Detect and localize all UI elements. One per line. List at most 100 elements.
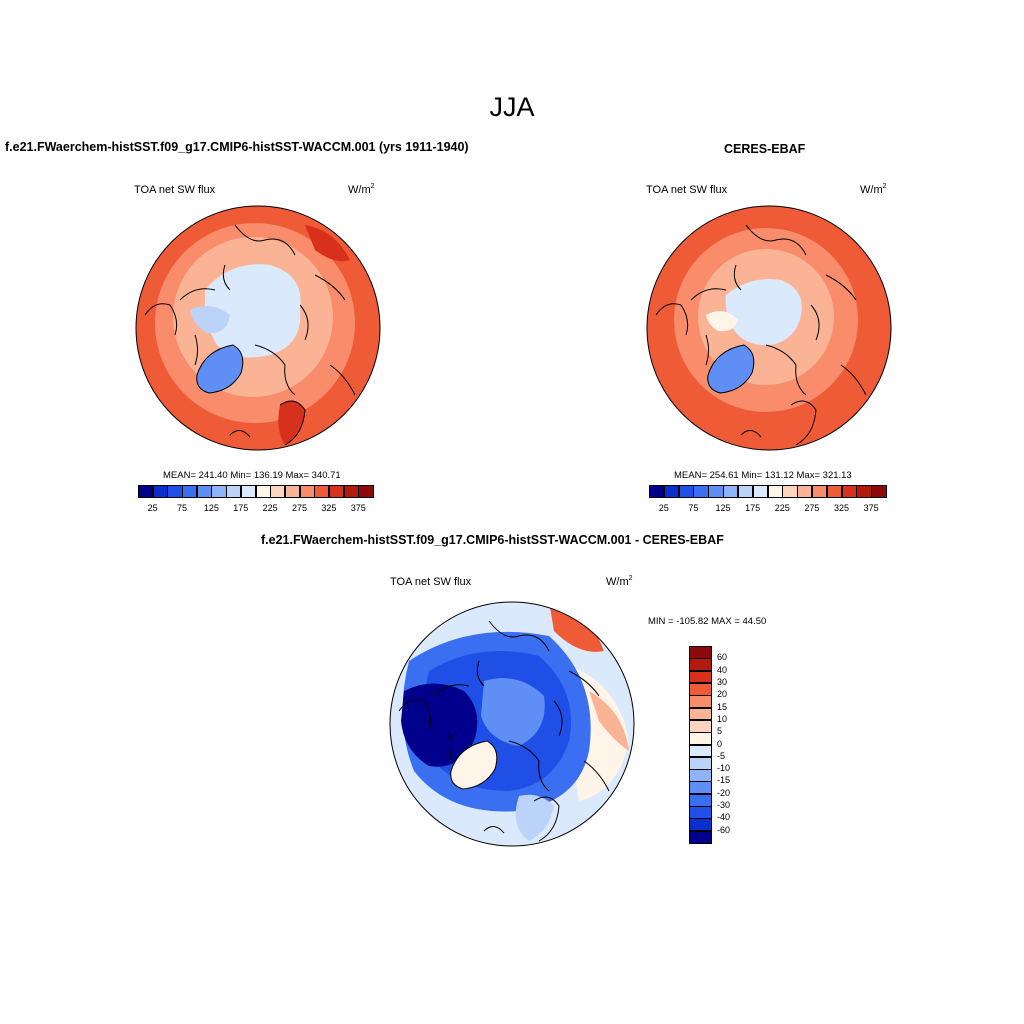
colorbar-tick-label: -60 [717, 824, 731, 835]
colorbar-cell [871, 485, 887, 498]
map-border [646, 205, 892, 451]
map-fill-canada-strong [401, 683, 478, 767]
map-fill-warm-east [589, 691, 629, 751]
colorbar-cell [689, 707, 712, 721]
colorbar-tick-label: 325 [834, 503, 850, 513]
colorbar-tick-label: -20 [717, 787, 731, 798]
colorbar-cell [167, 485, 183, 498]
colorbar-cell [663, 485, 680, 498]
panel-title-model: f.e21.FWaerchem-histSST.f09_g17.CMIP6-hi… [5, 140, 469, 154]
colorbar-cell [689, 781, 712, 795]
stats-diff: MIN = -105.82 MAX = 44.50 [648, 616, 767, 627]
colorbar-tick-label: 0 [717, 738, 723, 749]
colorbar-tick-label: -30 [717, 800, 731, 811]
colorbar-obs [649, 485, 887, 498]
colorbar-cell [782, 485, 798, 498]
colorbar-cell [841, 485, 857, 498]
colorbar-cell [226, 485, 242, 498]
colorbar-cell [797, 485, 813, 498]
main-title: JJA [489, 92, 535, 122]
colorbar-tick-label: 40 [717, 664, 728, 675]
colorbar-tick-label: -5 [717, 750, 726, 761]
colorbar-cell [689, 744, 712, 758]
map-border [389, 601, 635, 847]
colorbar-cell [284, 485, 301, 498]
colorbar-cell [689, 646, 712, 659]
map-fill-pacific-high [305, 225, 350, 262]
colorbar-cell [811, 485, 828, 498]
colorbar-tick-label: -15 [717, 775, 731, 786]
colorbar-tick-label: 25 [658, 503, 669, 513]
colorbar-cell [689, 830, 712, 844]
map-fill-central-arctic [481, 678, 545, 746]
colorbar-tick-label: -10 [717, 763, 731, 774]
colorbar-tick-label: 75 [688, 503, 699, 513]
colorbar-tick-label: 15 [717, 701, 728, 712]
colorbar-cell [708, 485, 724, 498]
colorbar-cell [856, 485, 872, 498]
colorbar-cell [689, 806, 712, 819]
colorbar-ticks-diff: 60 40 30 20 15 10 5 0 -5 -10 -15 -20 -30 -40 -60 [717, 646, 757, 843]
map-fill-arctic [725, 279, 802, 346]
polar-map-model [135, 205, 381, 451]
map-fill-archipelago [190, 306, 230, 334]
colorbar-ticks-model: 25 75 125 175 225 275 325 375 [138, 503, 373, 515]
colorbar-cell [152, 485, 168, 498]
units-label-model: W/m2 [348, 183, 375, 196]
colorbar-cell [343, 485, 359, 498]
colorbar-tick-label: -40 [717, 812, 731, 823]
colorbar-cell [328, 485, 345, 498]
colorbar-tick-label: 225 [774, 503, 790, 513]
colorbar-cell [737, 485, 754, 498]
colorbar-tick-label: 125 [715, 503, 731, 513]
colorbar-ticks-obs: 25 75 125 175 225 275 325 375 [649, 503, 886, 515]
colorbar-model [138, 485, 374, 498]
map-fill-arctic [204, 264, 301, 358]
colorbar-cell [689, 695, 712, 709]
polar-map-obs [646, 205, 892, 451]
colorbar-tick-label: 5 [717, 726, 723, 737]
colorbar-cell [678, 485, 694, 498]
colorbar-cell [693, 485, 709, 498]
colorbar-tick-label: 275 [292, 503, 308, 513]
variable-label-diff: TOA net SW flux [390, 576, 472, 588]
coastlines [144, 224, 356, 446]
colorbar-cell [649, 485, 665, 498]
colorbar-cell [314, 485, 330, 498]
units-label-obs: W/m2 [860, 183, 887, 196]
colorbar-tick-label: 325 [321, 503, 337, 513]
colorbar-cell [211, 485, 227, 498]
colorbar-tick-label: 175 [745, 503, 761, 513]
colorbar-tick-label: 10 [717, 713, 728, 724]
colorbar-cell [689, 719, 712, 733]
colorbar-cell [255, 485, 271, 498]
panel-title-diff: f.e21.FWaerchem-histSST.f09_g17.CMIP6-hi… [261, 533, 724, 547]
map-fill-europe-high [278, 401, 305, 445]
colorbar-tick-label: 20 [717, 689, 728, 700]
colorbar-tick-label: 225 [262, 503, 278, 513]
colorbar-tick-label: 275 [804, 503, 820, 513]
colorbar-tick-label: 60 [717, 652, 728, 663]
polar-map-diff [389, 601, 635, 847]
map-fill-warm-ne [549, 602, 604, 652]
panel-title-obs: CERES-EBAF [724, 142, 806, 156]
colorbar-cell [767, 485, 783, 498]
colorbar-cell [826, 485, 843, 498]
colorbar-cell [689, 682, 712, 696]
colorbar-cell [196, 485, 212, 498]
colorbar-cell [723, 485, 739, 498]
colorbar-cell [358, 485, 374, 498]
stats-obs: MEAN= 254.61 Min= 131.12 Max= 321.13 [674, 470, 852, 481]
colorbar-cell [689, 732, 712, 745]
colorbar-cell [689, 670, 712, 684]
stats-model: MEAN= 241.40 Min= 136.19 Max= 340.71 [163, 470, 341, 481]
colorbar-cell [689, 818, 712, 832]
coastlines [398, 620, 610, 842]
colorbar-tick-label: 125 [203, 503, 219, 513]
colorbar-cell [689, 769, 712, 782]
map-fill-europe [515, 794, 554, 841]
colorbar-tick-label: 175 [233, 503, 249, 513]
colorbar-cell [138, 485, 154, 498]
coastlines [655, 224, 867, 446]
colorbar-cell [270, 485, 286, 498]
